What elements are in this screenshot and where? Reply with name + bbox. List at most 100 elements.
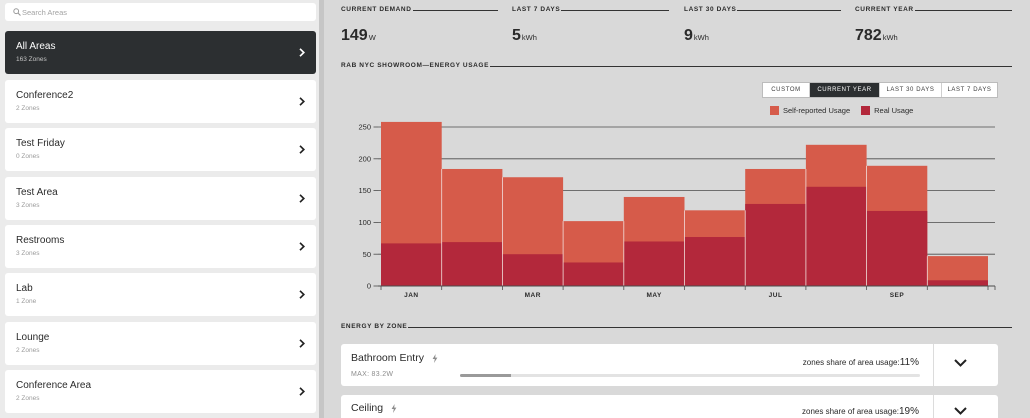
stat-unit: W: [368, 33, 376, 42]
x-tick-label: JAN: [404, 292, 419, 299]
stat-value: 149W: [341, 27, 376, 47]
chevron-right-icon: [299, 339, 305, 348]
area-name: Conference Area: [16, 380, 92, 391]
area-item-conference2[interactable]: Conference2 2 Zones: [5, 80, 316, 123]
stat-value: 5kWh: [512, 27, 537, 47]
chart-title: RAB NYC SHOWROOM—ENERGY USAGE: [341, 62, 490, 69]
zone-summary[interactable]: Ceiling zones share of area usage:19%: [341, 395, 933, 418]
x-tick-label: MAR: [525, 292, 541, 299]
zone-card-ceiling: Ceiling zones share of area usage:19%: [341, 395, 998, 418]
bar-real-usage-6: [745, 203, 806, 286]
area-name: Lounge: [16, 332, 50, 343]
chevron-right-icon: [299, 194, 305, 203]
stat-current-year: CURRENT YEAR 782kWh: [855, 6, 1012, 48]
zone-share-value: 19%: [898, 406, 919, 417]
zone-usage-bar: [460, 374, 920, 377]
area-item-test-area[interactable]: Test Area 3 Zones: [5, 177, 316, 220]
divider-line: [914, 9, 1012, 11]
expand-zone-button[interactable]: [933, 395, 998, 418]
area-zone-count: 2 Zones: [16, 395, 40, 402]
areas-sidebar: All Areas 163 Zones Conference2 2 Zones …: [0, 0, 319, 418]
chevron-right-icon: [299, 97, 305, 106]
stat-current-demand: CURRENT DEMAND 149W: [341, 6, 498, 48]
range-tab-last-30-days[interactable]: LAST 30 DAYS: [879, 83, 941, 97]
legend-label: Self-reported Usage: [783, 106, 851, 115]
main-panel: CURRENT DEMAND 149W LAST 7 DAYS 5kWh LAS…: [324, 0, 1030, 418]
range-tab-last-7-days[interactable]: LAST 7 DAYS: [941, 83, 997, 97]
area-name: Test Friday: [16, 138, 65, 149]
area-zone-count: 3 Zones: [16, 202, 40, 209]
search-box[interactable]: [5, 3, 316, 21]
stat-last-30-days: LAST 30 DAYS 9kWh: [684, 6, 841, 48]
area-name: Test Area: [16, 187, 58, 198]
legend-label: Real Usage: [874, 106, 914, 115]
chevron-down-icon: [954, 407, 967, 415]
y-tick-label: 200: [358, 154, 371, 163]
stat-label: LAST 30 DAYS: [684, 6, 737, 13]
area-item-conference-area[interactable]: Conference Area 2 Zones: [5, 370, 316, 413]
stat-value: 9kWh: [684, 27, 709, 47]
legend-swatch: [770, 106, 779, 115]
area-item-lab[interactable]: Lab 1 Zone: [5, 273, 316, 316]
area-zone-count: 3 Zones: [16, 250, 40, 257]
area-zone-count: 1 Zone: [16, 298, 37, 305]
stat-number: 149: [341, 27, 368, 44]
area-name: Lab: [16, 283, 33, 294]
stat-unit: kWh: [693, 33, 709, 42]
zone-name: Ceiling: [351, 402, 384, 414]
area-zone-count: 163 Zones: [16, 56, 47, 63]
area-item-all-areas[interactable]: All Areas 163 Zones: [5, 31, 316, 74]
search-input[interactable]: [22, 5, 308, 19]
date-range-selector: CUSTOM CURRENT YEAR LAST 30 DAYS LAST 7 …: [762, 82, 998, 98]
legend-item-real[interactable]: Real Usage: [861, 106, 913, 115]
sidebar-divider: [319, 0, 324, 418]
legend-swatch: [861, 106, 871, 115]
range-tab-custom[interactable]: CUSTOM: [771, 87, 801, 93]
zone-share: zones share of area usage:19%: [802, 404, 919, 417]
divider-line: [412, 9, 498, 11]
area-name: Restrooms: [16, 235, 65, 246]
legend-item-self-reported[interactable]: Self-reported Usage: [770, 106, 850, 115]
divider-line: [737, 9, 841, 11]
chevron-right-icon: [299, 48, 305, 57]
bar-real-usage-7: [805, 186, 867, 286]
zone-card-bathroom-entry: Bathroom Entry MAX: 83.2W zones share of…: [341, 344, 998, 386]
bar-real-usage-1: [441, 242, 503, 286]
stat-value: 782kWh: [855, 27, 898, 47]
bar-real-usage-4: [623, 241, 685, 286]
expand-zone-button[interactable]: [933, 344, 998, 386]
stat-number: 5: [512, 27, 521, 44]
lightning-icon: [391, 403, 397, 413]
zone-summary[interactable]: Bathroom Entry MAX: 83.2W zones share of…: [341, 344, 933, 386]
x-tick-label: SEP: [890, 292, 905, 299]
y-tick-label: 0: [367, 282, 371, 291]
stat-unit: kWh: [521, 33, 537, 42]
chart-legend: Self-reported Usage Real Usage: [770, 105, 924, 116]
zone-usage-bar-fill: [460, 374, 511, 377]
zone-share-label: zones share of area usage:: [802, 358, 900, 367]
section-title: ENERGY BY ZONE: [341, 323, 408, 330]
x-tick-label: JUL: [769, 292, 783, 299]
divider-line: [408, 326, 1012, 328]
zone-max-demand: MAX: 83.2W: [351, 371, 394, 378]
area-item-lounge[interactable]: Lounge 2 Zones: [5, 322, 316, 365]
area-item-test-friday[interactable]: Test Friday 0 Zones: [5, 128, 316, 171]
chevron-right-icon: [299, 387, 305, 396]
bar-real-usage-3: [563, 262, 624, 286]
divider-line: [490, 65, 1012, 67]
lightning-icon: [432, 353, 438, 363]
chevron-down-icon: [954, 359, 967, 367]
divider-line: [561, 9, 669, 11]
area-zone-count: 2 Zones: [16, 347, 40, 354]
search-icon: [13, 8, 21, 16]
area-item-restrooms[interactable]: Restrooms 3 Zones: [5, 225, 316, 268]
range-tab-current-year[interactable]: CURRENT YEAR: [809, 83, 879, 97]
stat-number: 782: [855, 27, 882, 44]
stat-label: LAST 7 DAYS: [512, 6, 561, 13]
y-tick-label: 150: [358, 186, 371, 195]
stat-label: CURRENT YEAR: [855, 6, 914, 13]
bar-real-usage-9: [927, 280, 988, 286]
stat-unit: kWh: [882, 33, 898, 42]
zone-share-value: 11%: [899, 357, 919, 368]
area-zone-count: 2 Zones: [16, 105, 40, 112]
